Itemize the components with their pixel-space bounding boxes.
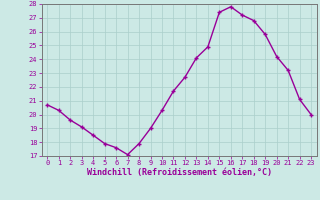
X-axis label: Windchill (Refroidissement éolien,°C): Windchill (Refroidissement éolien,°C) [87, 168, 272, 177]
